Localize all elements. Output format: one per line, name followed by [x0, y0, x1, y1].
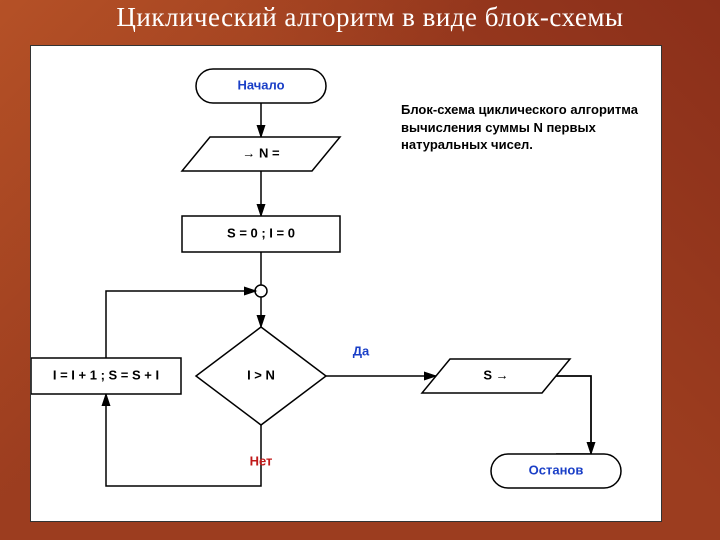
- svg-text:I > N: I > N: [247, 367, 275, 382]
- node-decision: I > N: [196, 327, 326, 425]
- svg-text:Останов: Останов: [529, 462, 584, 477]
- node-input: → N =: [182, 137, 340, 171]
- junction: [255, 285, 267, 297]
- node-init: S = 0 ; I = 0: [182, 216, 340, 252]
- node-body: I = I + 1 ; S = S + I: [31, 358, 181, 394]
- svg-text:S = 0 ; I = 0: S = 0 ; I = 0: [227, 225, 295, 240]
- flowchart-canvas: Да Нет Начало → N = S = 0 ; I = 0 I = I + 1 ;…: [30, 45, 662, 522]
- diagram-description: Блок-схема циклического алгоритма вычисл…: [401, 101, 641, 154]
- svg-text:Начало: Начало: [237, 77, 284, 92]
- node-start: Начало: [196, 69, 326, 103]
- svg-text:I = I + 1 ; S = S + I: I = I + 1 ; S = S + I: [53, 367, 159, 382]
- edge-output-stop2: [556, 376, 591, 454]
- edge-label: Нет: [250, 453, 273, 468]
- svg-text:→ N =: → N =: [242, 145, 280, 160]
- node-output: S →: [422, 359, 570, 393]
- edge-output-stop: [556, 376, 591, 454]
- node-stop: Останов: [491, 454, 621, 488]
- edge-label: Да: [353, 343, 370, 358]
- svg-text:S →: S →: [483, 367, 508, 382]
- page-title: Циклический алгоритм в виде блок-схемы: [60, 2, 680, 33]
